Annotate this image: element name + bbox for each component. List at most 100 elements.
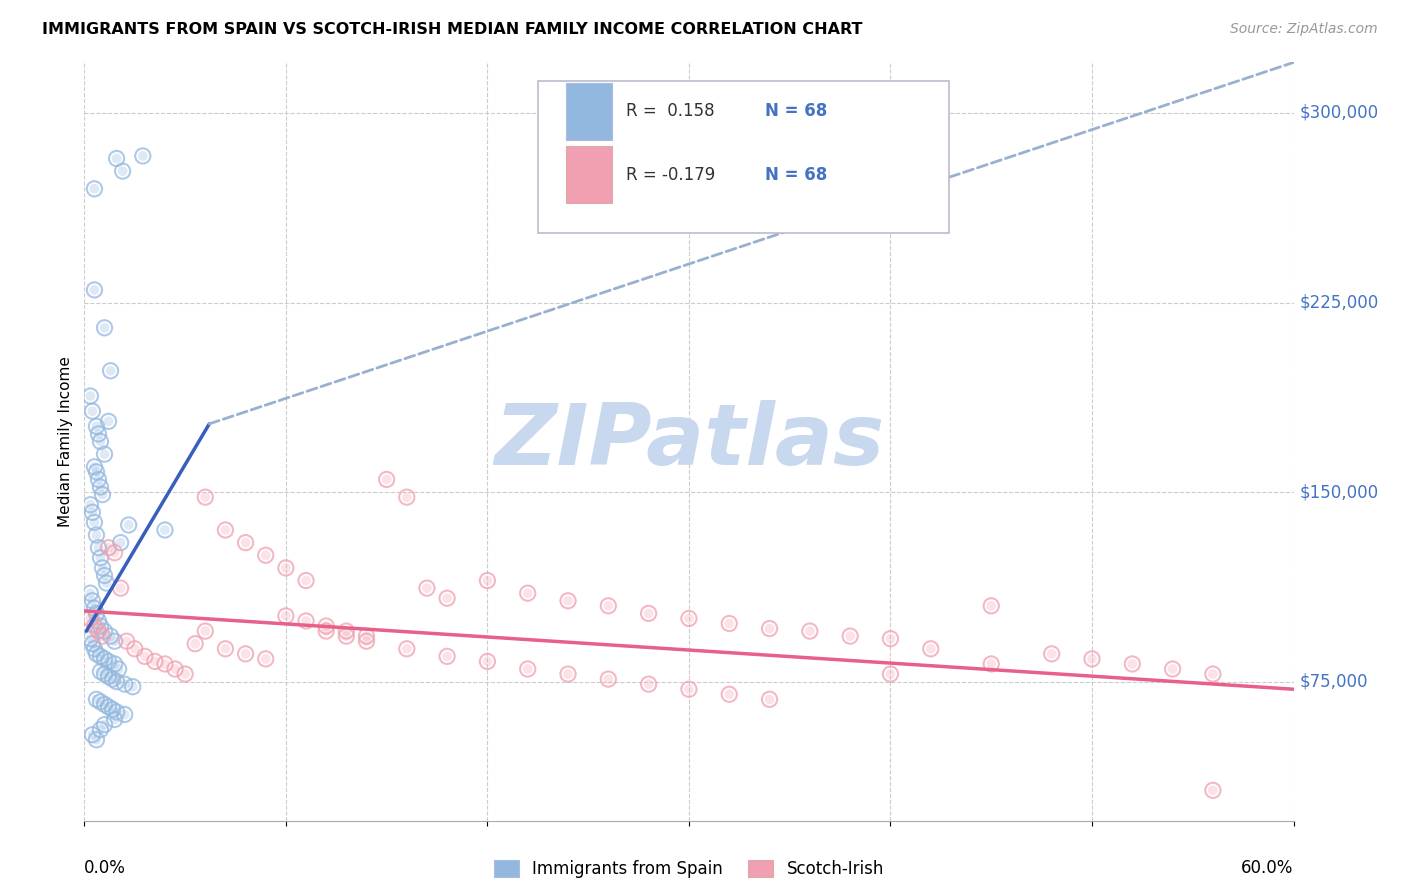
Point — [118, 517, 141, 532]
Text: ZIPatlas: ZIPatlas — [494, 400, 884, 483]
Point — [758, 622, 780, 636]
Text: N = 68: N = 68 — [765, 166, 827, 184]
Point — [174, 667, 197, 681]
Point — [1040, 647, 1063, 661]
Point — [100, 364, 122, 378]
Point — [93, 624, 115, 639]
Point — [1121, 657, 1143, 671]
Point — [89, 665, 111, 679]
Point — [637, 607, 659, 621]
Point — [1040, 647, 1063, 661]
Point — [375, 472, 398, 486]
Point — [121, 680, 143, 694]
Point — [516, 662, 538, 676]
Point — [124, 641, 146, 656]
Point — [214, 641, 236, 656]
Point — [93, 652, 115, 666]
Point — [89, 649, 111, 664]
Point — [101, 702, 124, 716]
Point — [83, 601, 105, 615]
Point — [114, 677, 136, 691]
Point — [83, 619, 105, 633]
Point — [96, 576, 118, 591]
Point — [124, 641, 146, 656]
Point — [1202, 783, 1225, 797]
Point — [79, 389, 101, 403]
Point — [89, 665, 111, 679]
Point — [97, 541, 120, 555]
Point — [839, 629, 862, 643]
Point — [356, 634, 378, 648]
Point — [879, 667, 901, 681]
Point — [93, 698, 115, 712]
Text: $150,000: $150,000 — [1299, 483, 1379, 501]
Point — [758, 692, 780, 706]
Point — [477, 574, 499, 588]
Point — [516, 662, 538, 676]
Point — [194, 490, 217, 504]
Point — [1202, 783, 1225, 797]
Point — [356, 629, 378, 643]
Point — [86, 607, 108, 621]
Point — [1081, 652, 1104, 666]
Point — [86, 647, 108, 661]
Point — [93, 667, 115, 681]
Point — [86, 419, 108, 434]
Point — [82, 594, 104, 608]
Point — [83, 641, 105, 656]
Point — [395, 490, 418, 504]
Point — [91, 561, 114, 575]
Point — [89, 434, 111, 449]
Point — [416, 581, 439, 595]
Point — [436, 649, 458, 664]
Point — [1121, 657, 1143, 671]
Point — [107, 662, 129, 676]
Point — [111, 164, 134, 178]
Point — [93, 667, 115, 681]
Point — [295, 614, 318, 628]
Point — [93, 320, 115, 334]
Point — [598, 599, 620, 613]
Point — [79, 632, 101, 646]
Point — [93, 717, 115, 731]
Text: $75,000: $75,000 — [1299, 673, 1368, 690]
Point — [315, 619, 337, 633]
Point — [87, 624, 110, 639]
FancyBboxPatch shape — [565, 146, 612, 203]
Point — [134, 649, 156, 664]
Point — [87, 614, 110, 628]
Point — [335, 629, 357, 643]
Point — [87, 541, 110, 555]
Point — [115, 634, 138, 648]
Point — [598, 672, 620, 686]
Point — [132, 149, 155, 163]
Point — [678, 682, 700, 697]
Point — [416, 581, 439, 595]
Point — [980, 657, 1002, 671]
Point — [111, 164, 134, 178]
Point — [100, 629, 122, 643]
Point — [89, 619, 111, 633]
Point — [79, 611, 101, 625]
Point — [83, 516, 105, 530]
Point — [436, 591, 458, 606]
Point — [598, 672, 620, 686]
Point — [96, 576, 118, 591]
Point — [214, 641, 236, 656]
Point — [82, 728, 104, 742]
Point — [87, 541, 110, 555]
Point — [97, 414, 120, 428]
Point — [93, 568, 115, 582]
Point — [557, 667, 579, 681]
Point — [79, 586, 101, 600]
Point — [516, 586, 538, 600]
Point — [105, 152, 128, 166]
Point — [114, 677, 136, 691]
Point — [110, 581, 132, 595]
Point — [87, 426, 110, 441]
Point — [557, 594, 579, 608]
Point — [82, 728, 104, 742]
Point — [184, 637, 207, 651]
Point — [79, 498, 101, 512]
Point — [132, 149, 155, 163]
